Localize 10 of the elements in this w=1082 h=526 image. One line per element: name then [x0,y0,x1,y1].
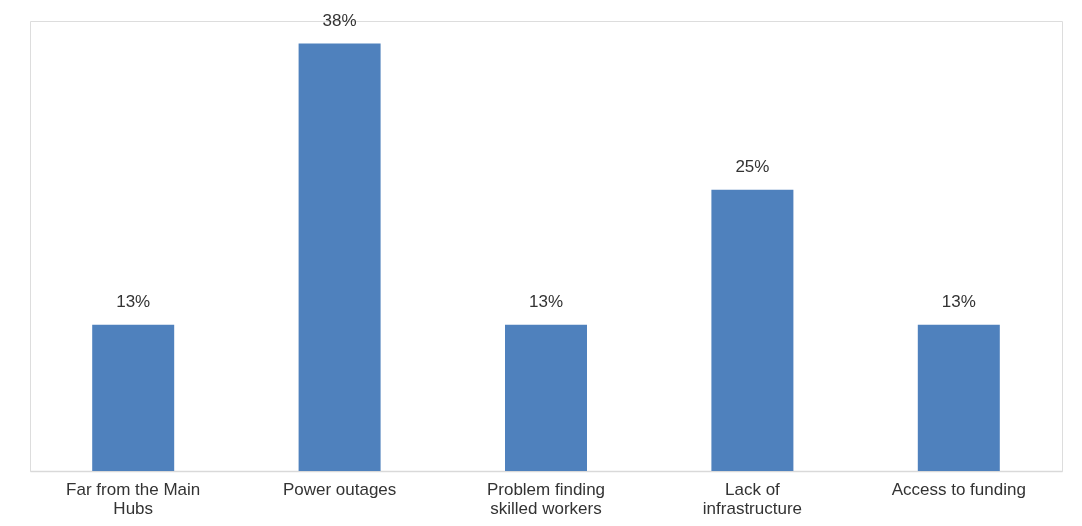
data-label: 38% [322,10,357,30]
x-tick-label: Far from the Main Hubs [66,479,201,518]
data-label: 13% [528,291,564,311]
data-label: 25% [735,156,770,176]
x-tick-label: Lack of infrastructure [702,479,802,518]
x-tick-label: Access to funding [891,479,1026,499]
x-tick-label: Problem finding skilled workers [486,479,606,518]
data-label: 13% [941,291,976,311]
data-label: 13% [116,291,151,311]
x-tick-label: Power outages [282,479,397,499]
